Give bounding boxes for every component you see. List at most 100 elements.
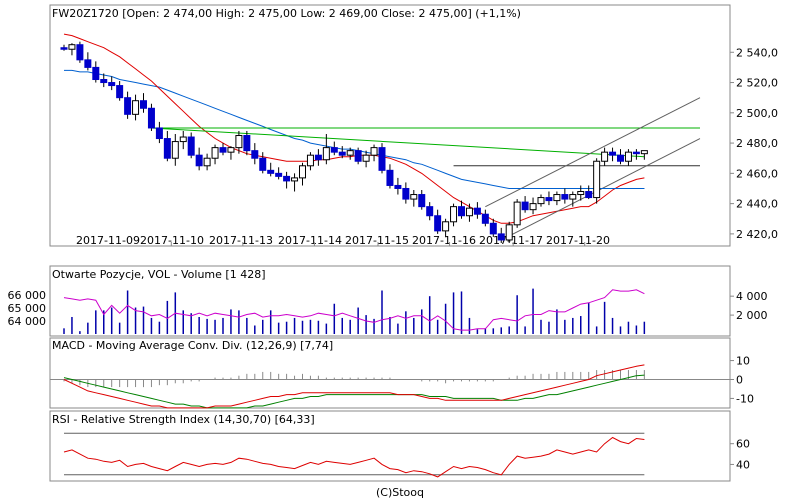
candle [314,149,322,166]
candle [465,203,473,222]
candle-body [227,147,235,153]
candle [545,191,553,206]
candle [410,190,418,207]
candle-body [147,107,155,129]
candle-body [203,157,211,167]
candle [84,52,92,71]
price-x-tick-label: 2017-11-20 [546,234,610,247]
fast-moving-average-line [63,33,645,224]
candle-body [267,169,275,174]
candle [418,190,426,210]
candle [632,149,640,160]
macd-tick-label: 10 [736,355,750,368]
candle-body [259,157,267,171]
candle [140,93,147,113]
candle-body [132,100,140,115]
candle-body [179,136,187,143]
candle-body [330,147,338,153]
candle-body [155,127,163,140]
price-x-tick-label: 2017-11-13 [209,234,273,247]
candle [553,191,561,206]
candle-body [569,194,577,200]
candle-body [211,147,219,159]
candle [187,132,195,159]
candle-body [219,147,227,153]
candle [68,43,76,56]
candle-body [68,44,76,50]
candle [362,150,370,168]
candle-body [458,206,465,217]
candle [450,203,458,227]
candle [171,134,179,166]
candle [513,199,521,228]
price-y-tick-label: 2 480,0 [736,137,778,150]
volume-left-tick-label: 66 000 [8,289,47,302]
candle-body [100,79,108,84]
candle-body [497,233,505,241]
candle-body [338,151,346,156]
candle [195,147,203,171]
candle [370,144,378,162]
candle [640,150,648,160]
candle [100,73,108,88]
candle-body [640,150,648,155]
copyright-text: (C)Stooq [376,486,424,499]
candle-body [609,151,617,156]
candle-body [529,203,537,211]
candle-body [521,201,529,211]
candle [259,152,267,174]
candle [529,197,537,215]
candle-body [163,138,171,159]
candle-body [465,207,473,217]
candle [481,209,489,227]
candle-body [116,85,124,99]
price-x-tick-label: 2017-11-14 [278,234,342,247]
candle [203,153,211,171]
candle-body [378,147,386,171]
candle [577,185,585,201]
candle-body [505,224,513,241]
candle [537,194,545,207]
candle [569,191,577,207]
candle [275,167,283,180]
candle [163,130,171,162]
candle-body [426,206,434,217]
candle-body [362,154,370,162]
candle [473,202,481,219]
candle [251,143,259,165]
candle-body [92,66,100,81]
candle [442,218,450,237]
candle-body [251,150,259,159]
rsi-line [63,436,645,478]
candle-body [275,172,283,177]
candle-body [481,213,489,224]
candle-body [195,154,203,167]
candle [354,147,362,165]
candle-body [140,100,147,109]
candle-body [577,191,585,196]
candle [489,218,497,237]
candle-body [386,169,394,186]
candle-body [354,150,362,162]
price-y-tick-label: 2 520,0 [736,77,778,90]
candle [378,143,386,174]
price-y-tick-label: 2 540,0 [736,46,778,59]
candle-body [418,194,426,208]
price-x-tick-label: 2017-11-17 [479,234,543,247]
candle-body [537,197,545,205]
candle-body [632,151,640,155]
candle-body [235,135,243,149]
candle-body [545,197,553,202]
candle [322,134,330,165]
macd-tick-label: -10 [736,392,754,405]
candle-body [473,207,481,215]
candle [426,202,434,221]
candle [624,149,632,166]
price-panel-title: FW20Z1720 [Open: 2 474,00 High: 2 475,00… [52,7,521,20]
candle-body [76,44,84,61]
candle-body [291,177,299,182]
price-y-tick-label: 2 440,0 [736,198,778,211]
candle [458,200,465,219]
macd-line [63,364,645,409]
